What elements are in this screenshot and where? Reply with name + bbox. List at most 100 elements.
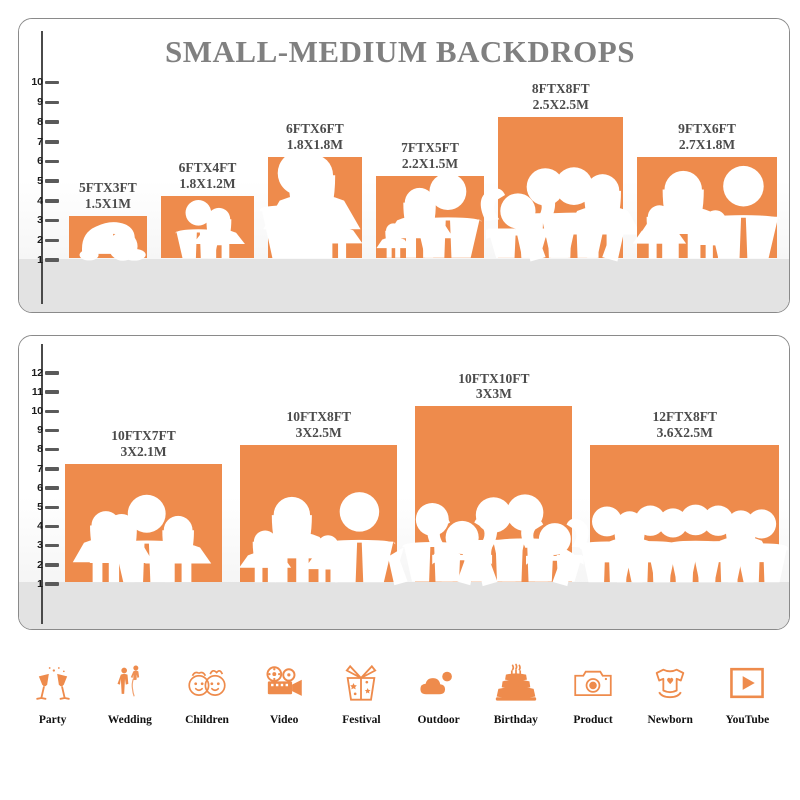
y-axis-tick-mark — [45, 524, 59, 529]
bar-size-feet: 8FTX8FT — [531, 81, 590, 97]
use-case-label: Outdoor — [417, 714, 460, 726]
y-axis-tick-label: 9 — [37, 96, 43, 109]
use-case-item-party[interactable]: Party — [14, 660, 91, 726]
bar-size-feet: 7FTX5FT — [401, 140, 459, 156]
use-case-label: Birthday — [493, 714, 538, 726]
y-axis-tick: 2 — [19, 233, 59, 247]
y-axis-tick: 1 — [19, 577, 59, 591]
y-axis-tick-mark — [45, 467, 59, 471]
y-axis-tick-label: 6 — [37, 481, 43, 494]
use-case-item-outdoor[interactable]: Outdoor — [400, 660, 477, 726]
page-title: SMALL-MEDIUM BACKDROPS — [165, 34, 635, 69]
y-axis-tick-mark — [45, 140, 59, 144]
use-case-item-video[interactable]: Video — [246, 660, 323, 726]
chart-panel-large: 1 2 3 4 5 6 7 8 9 10 11 12 10FTX7FT 3X2.1M 10FTX8FT 3X… — [18, 335, 790, 630]
bar-size-label: 6FTX6FT 1.8X1.8M — [286, 121, 344, 153]
people-silhouettes — [481, 117, 642, 304]
bar-size-feet: 10FTX8FT — [286, 408, 351, 424]
y-axis-tick: 1 — [19, 253, 59, 267]
y-axis-tick-label: 10 — [31, 405, 43, 418]
y-axis-tick: 10 — [19, 404, 59, 418]
use-case-item-wedding[interactable]: Wedding — [91, 660, 168, 726]
people-silhouettes — [388, 406, 589, 628]
backdrop-size-bar[interactable] — [260, 150, 363, 258]
y-axis-tick: 6 — [19, 155, 59, 169]
use-case-item-youtube[interactable]: YouTube — [709, 660, 786, 726]
y-axis-tick-label: 10 — [31, 76, 43, 89]
y-axis-top: 1 2 3 4 5 6 7 8 9 10 — [19, 19, 59, 312]
bar-size-label: 8FTX8FT 2.5X2.5M — [532, 81, 590, 113]
y-axis-tick: 11 — [19, 385, 59, 399]
y-axis-tick-mark — [45, 486, 59, 490]
y-axis-tick-mark — [45, 390, 59, 394]
bar-size-label: 10FTX7FT 3X2.1M — [111, 428, 176, 460]
backdrop-size-bar[interactable] — [481, 117, 642, 262]
bar-size-meters: 1.8X1.2M — [179, 175, 236, 191]
backdrop-size-bar[interactable] — [388, 406, 589, 587]
bar-size-meters: 3X2.5M — [295, 424, 342, 440]
backdrop-size-bar[interactable] — [65, 463, 223, 583]
people-silhouettes — [239, 445, 397, 628]
y-axis-tick-mark — [45, 505, 59, 510]
use-case-label: Wedding — [107, 714, 152, 726]
backdrop-size-bar[interactable] — [632, 156, 781, 258]
bar-size-feet: 6FTX6FT — [285, 120, 344, 136]
y-axis-tick-label: 6 — [37, 155, 43, 168]
bar-size-feet: 5FTX3FT — [79, 179, 137, 195]
y-axis-tick-mark — [45, 563, 59, 567]
wedding-couple-icon — [107, 660, 153, 706]
y-axis-tick-label: 5 — [37, 501, 43, 514]
backdrop-size-bar[interactable] — [580, 444, 789, 583]
bar-size-feet: 12FTX8FT — [652, 408, 717, 424]
y-axis-tick: 7 — [19, 462, 59, 476]
bar-size-meters: 3X2.1M — [120, 444, 167, 459]
use-case-label: Festival — [342, 714, 381, 726]
use-case-item-children[interactable]: Children — [168, 660, 245, 726]
y-axis-tick: 10 — [19, 76, 59, 90]
bar-size-feet: 10FTX7FT — [111, 428, 176, 444]
plot-area-bottom: 10FTX7FT 3X2.1M 10FTX8FT 3X2.5M 10FTX10FT 3X3… — [59, 336, 789, 629]
use-case-label: Children — [185, 714, 229, 726]
people-silhouettes — [260, 150, 363, 305]
y-axis-tick-label: 4 — [37, 194, 43, 207]
use-case-item-festival[interactable]: Festival — [323, 660, 400, 726]
y-axis-tick-mark — [45, 409, 59, 414]
y-axis-tick: 5 — [19, 500, 59, 514]
y-axis-tick-label: 9 — [37, 424, 43, 437]
use-case-item-birthday[interactable]: Birthday — [477, 660, 554, 726]
y-axis-tick: 8 — [19, 115, 59, 129]
use-case-label: Product — [573, 714, 613, 726]
y-axis-tick-mark — [45, 179, 59, 183]
use-case-icon-strip: Party Wedding Children — [14, 660, 786, 760]
people-silhouettes — [65, 464, 222, 628]
y-axis-tick-mark — [45, 447, 59, 452]
y-axis-tick: 8 — [19, 443, 59, 457]
bar-size-label: 5FTX3FT 1.5X1M — [79, 180, 137, 212]
backdrop-size-bar[interactable] — [160, 195, 255, 259]
y-axis-tick-mark — [45, 218, 59, 223]
bar-size-label: 10FTX8FT 3X2.5M — [286, 409, 351, 441]
y-axis-tick-label: 3 — [37, 214, 43, 227]
y-axis-tick: 3 — [19, 539, 59, 553]
y-axis-tick-label: 4 — [37, 520, 43, 533]
two-kid-faces-icon — [184, 660, 230, 706]
photo-camera-icon — [570, 660, 616, 706]
bar-size-meters: 2.5X2.5M — [532, 97, 589, 113]
y-axis-tick-mark — [45, 543, 59, 548]
people-silhouettes — [69, 216, 147, 304]
bar-size-meters: 2.7X1.8M — [678, 136, 736, 152]
use-case-item-newborn[interactable]: Newborn — [632, 660, 709, 726]
y-axis-tick: 4 — [19, 519, 59, 533]
y-axis-tick-label: 2 — [37, 558, 43, 571]
backdrop-size-bar[interactable] — [239, 444, 398, 583]
y-axis-tick-label: 3 — [37, 539, 43, 552]
play-button-icon — [724, 660, 770, 706]
y-axis-tick: 4 — [19, 194, 59, 208]
bar-size-meters: 1.8X1.8M — [286, 136, 343, 152]
bar-size-meters: 3X3M — [475, 386, 512, 402]
use-case-item-product[interactable]: Product — [554, 660, 631, 726]
backdrop-size-bar[interactable] — [69, 215, 147, 261]
backdrop-size-bar[interactable] — [375, 173, 485, 259]
y-axis-tick: 7 — [19, 135, 59, 149]
use-case-label: Newborn — [647, 714, 693, 726]
